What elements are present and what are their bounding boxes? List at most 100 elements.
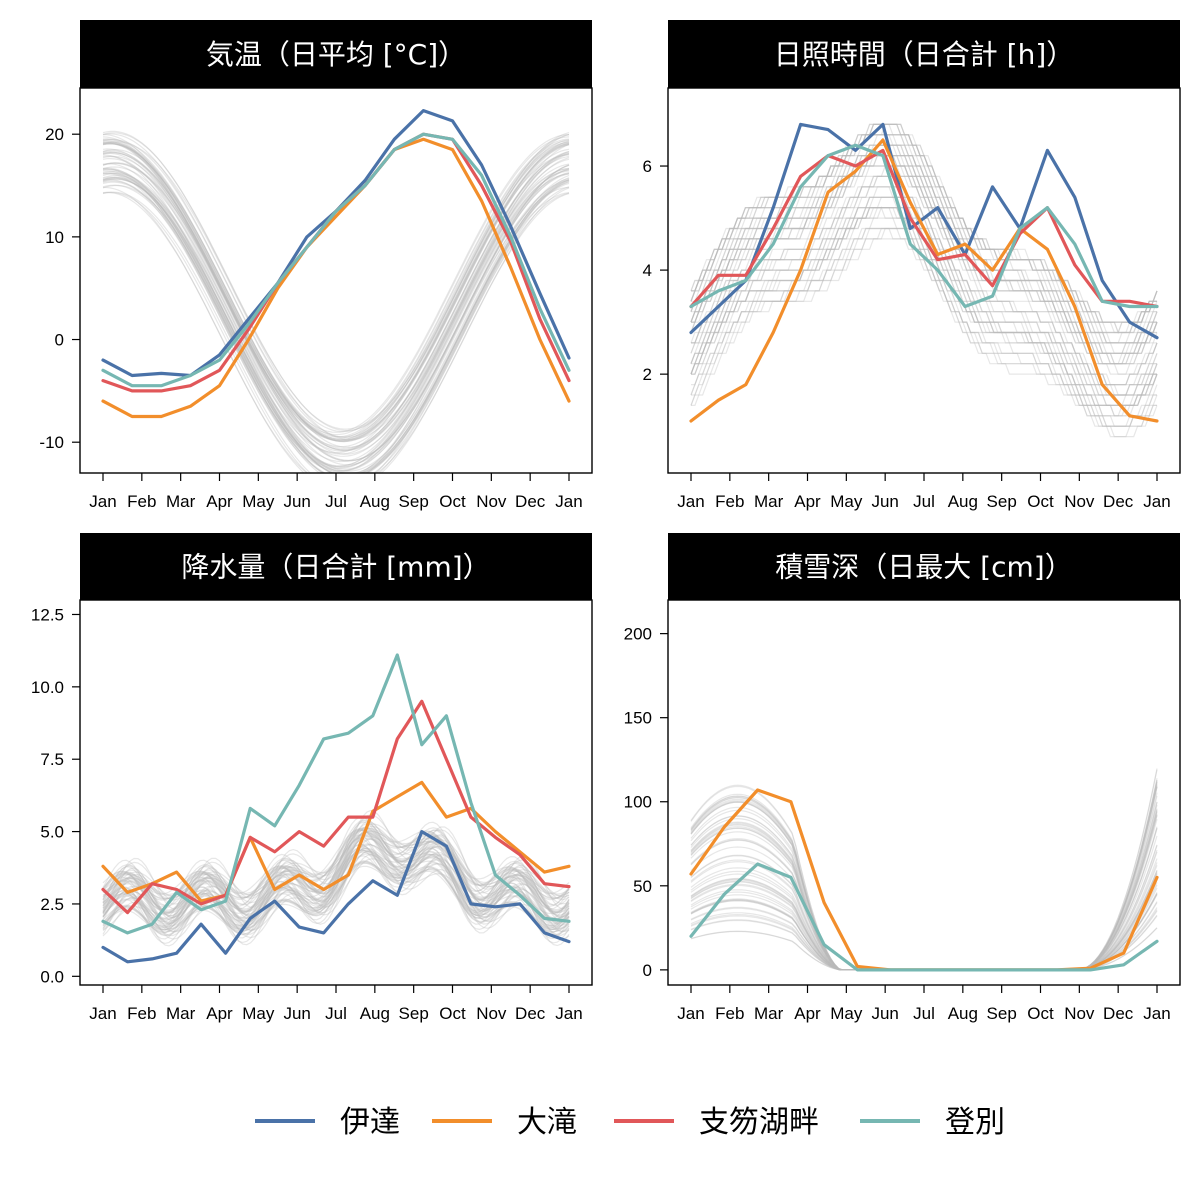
background-year-line xyxy=(102,828,570,908)
x-tick-label: Apr xyxy=(794,492,821,511)
x-tick-label: Oct xyxy=(439,1004,466,1023)
background-year-line xyxy=(102,132,570,432)
series-line-大滝 xyxy=(101,780,571,903)
background-year-line xyxy=(102,148,570,448)
background-year-line xyxy=(102,142,570,442)
background-year-line xyxy=(102,152,570,452)
background-year-line xyxy=(103,140,570,439)
background-year-line xyxy=(691,123,1158,323)
background-year-line xyxy=(690,165,1158,365)
series-line-大滝 xyxy=(689,788,1159,972)
background-year-line xyxy=(102,139,570,438)
background-year-line xyxy=(102,820,570,912)
background-year-line xyxy=(690,819,1158,971)
y-tick-label: 0.0 xyxy=(40,967,64,986)
x-tick-label: Jun xyxy=(283,1004,310,1023)
background-year-line xyxy=(102,850,570,937)
y-tick-label: 10.0 xyxy=(31,678,64,697)
background-year-line xyxy=(102,825,570,905)
background-year-line xyxy=(102,143,570,443)
series-line-大滝 xyxy=(101,137,571,419)
background-year-line xyxy=(690,207,1158,417)
background-year-line xyxy=(691,123,1158,334)
background-year-line xyxy=(690,792,1158,971)
background-year-line xyxy=(690,844,1158,971)
background-year-line xyxy=(102,191,570,473)
series-line-伊達 xyxy=(101,830,571,964)
x-tick-label: Apr xyxy=(206,1004,233,1023)
legend-label: 伊達 xyxy=(340,1105,400,1140)
background-year-line xyxy=(102,844,570,927)
background-year-line xyxy=(102,177,570,473)
x-tick-label: Jul xyxy=(325,1004,347,1023)
x-tick-label: Jul xyxy=(913,492,935,511)
background-year-line xyxy=(102,861,570,936)
background-year-line xyxy=(102,172,570,473)
x-tick-label: Dec xyxy=(1103,1004,1134,1023)
x-tick-label: May xyxy=(830,492,863,511)
background-year-line xyxy=(690,207,1157,406)
background-year-line xyxy=(102,819,570,900)
background-year-line xyxy=(690,768,1158,971)
background-year-line xyxy=(102,186,570,473)
background-year-line xyxy=(102,178,570,473)
background-year-line xyxy=(690,785,1158,971)
background-year-line xyxy=(691,155,1158,354)
background-year-line xyxy=(102,826,570,914)
background-year-line xyxy=(690,123,1158,335)
background-year-line xyxy=(102,151,570,451)
x-tick-label: Mar xyxy=(166,492,196,511)
background-year-line xyxy=(102,850,570,930)
x-tick-label: Oct xyxy=(1027,492,1054,511)
background-year-line xyxy=(102,809,570,910)
panel-border xyxy=(667,599,1181,986)
x-tick-label: Jun xyxy=(871,492,898,511)
background-year-line xyxy=(102,862,570,931)
background-year-line xyxy=(102,142,570,442)
x-tick-label: Nov xyxy=(476,1004,507,1023)
background-year-line xyxy=(691,205,1158,417)
background-year-line xyxy=(102,162,570,462)
background-year-line xyxy=(102,162,570,462)
background-year-line xyxy=(690,144,1158,354)
background-year-line xyxy=(102,829,570,900)
background-year-line xyxy=(102,141,570,441)
background-year-line xyxy=(690,227,1157,438)
background-year-line xyxy=(102,180,570,473)
x-tick-label: Apr xyxy=(794,1004,821,1023)
background-year-line xyxy=(102,844,570,914)
background-year-line xyxy=(102,838,570,933)
panel-2: 日照時間（日合計 [h]） Jan Feb Mar Apr May Jun Jul Aug Sep… xyxy=(643,20,1181,511)
legend-label: 支笏湖畔 xyxy=(699,1105,819,1140)
panel-strip xyxy=(80,20,592,88)
legend-item: 支笏湖畔 xyxy=(614,1105,819,1140)
background-year-line xyxy=(102,827,570,895)
panel-4: 積雪深（日最大 [cm]） Jan Feb Mar Apr May Jun Jul Aug Sep… xyxy=(624,533,1181,1023)
background-year-line xyxy=(690,884,1158,971)
background-year-line xyxy=(102,162,570,462)
background-year-line xyxy=(102,141,570,441)
panel-title: 日照時間（日合計 [h]） xyxy=(774,38,1075,71)
background-year-line xyxy=(690,144,1157,354)
x-tick-label: Feb xyxy=(715,1004,744,1023)
background-year-line xyxy=(102,163,570,463)
background-year-line xyxy=(690,227,1157,427)
x-tick-label: Dec xyxy=(515,1004,546,1023)
x-tick-label: Sep xyxy=(987,492,1017,511)
background-year-line xyxy=(102,829,570,901)
background-year-line xyxy=(690,134,1157,334)
series-line-登別 xyxy=(689,862,1159,972)
background-year-line xyxy=(102,154,570,454)
x-tick-label: Mar xyxy=(754,1004,784,1023)
panel-strip xyxy=(668,20,1180,88)
background-year-line xyxy=(102,184,570,473)
series-line-大滝 xyxy=(689,138,1159,423)
background-year-line xyxy=(102,849,570,947)
x-tick-label: May xyxy=(242,1004,275,1023)
x-tick-label: Nov xyxy=(476,492,507,511)
background-year-line xyxy=(102,178,570,473)
x-tick-label: Sep xyxy=(399,1004,429,1023)
x-tick-label: Feb xyxy=(127,492,156,511)
background-year-line xyxy=(690,769,1158,971)
background-year-line xyxy=(690,813,1158,971)
